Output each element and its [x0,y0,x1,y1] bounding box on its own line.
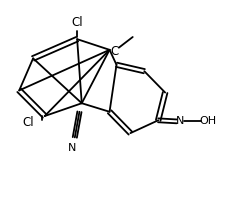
Text: N: N [68,143,77,153]
Text: OH: OH [199,116,216,126]
Text: Cl: Cl [71,15,83,29]
Text: C: C [110,45,118,58]
Text: N: N [176,116,184,126]
Text: Cl: Cl [23,116,34,129]
